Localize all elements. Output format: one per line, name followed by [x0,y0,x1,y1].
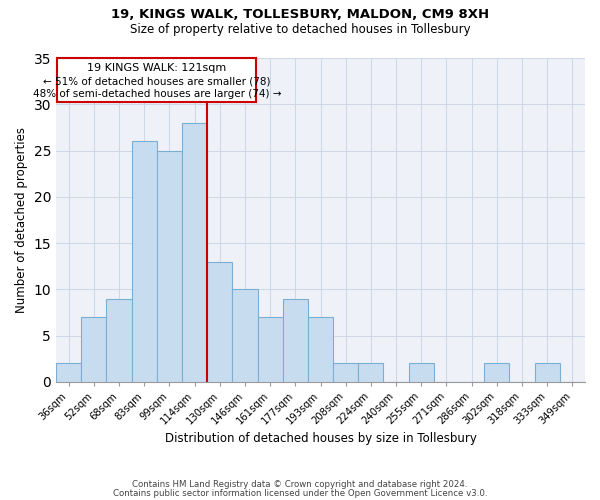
Bar [409,364,434,382]
Bar [535,364,560,382]
Bar [232,290,257,382]
Text: ← 51% of detached houses are smaller (78): ← 51% of detached houses are smaller (78… [43,76,271,86]
Bar [333,364,358,382]
Bar [81,317,106,382]
X-axis label: Distribution of detached houses by size in Tollesbury: Distribution of detached houses by size … [164,432,476,445]
Bar [157,150,182,382]
Bar [106,298,131,382]
FancyBboxPatch shape [58,58,256,102]
Text: 19, KINGS WALK, TOLLESBURY, MALDON, CM9 8XH: 19, KINGS WALK, TOLLESBURY, MALDON, CM9 … [111,8,489,20]
Bar [358,364,383,382]
Bar [308,317,333,382]
Text: Contains public sector information licensed under the Open Government Licence v3: Contains public sector information licen… [113,488,487,498]
Text: 19 KINGS WALK: 121sqm: 19 KINGS WALK: 121sqm [87,62,226,72]
Text: Contains HM Land Registry data © Crown copyright and database right 2024.: Contains HM Land Registry data © Crown c… [132,480,468,489]
Bar [182,123,207,382]
Text: Size of property relative to detached houses in Tollesbury: Size of property relative to detached ho… [130,22,470,36]
Bar [56,364,81,382]
Bar [283,298,308,382]
Bar [131,142,157,382]
Bar [207,262,232,382]
Y-axis label: Number of detached properties: Number of detached properties [15,127,28,313]
Bar [484,364,509,382]
Bar [257,317,283,382]
Text: 48% of semi-detached houses are larger (74) →: 48% of semi-detached houses are larger (… [32,90,281,100]
